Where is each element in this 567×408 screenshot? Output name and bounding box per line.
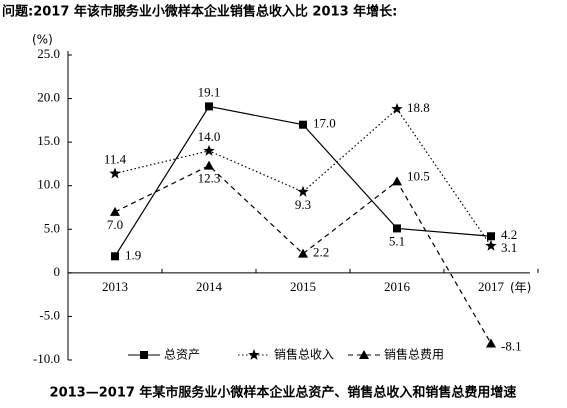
marker xyxy=(392,176,402,186)
data-label: -8.1 xyxy=(501,338,522,353)
marker xyxy=(486,338,496,348)
series-line xyxy=(114,105,492,257)
legend-marker xyxy=(359,350,369,359)
data-label: 9.3 xyxy=(295,197,311,212)
data-label: 19.1 xyxy=(198,84,221,99)
y-tick-label: 25.0 xyxy=(37,46,60,61)
data-label: 11.4 xyxy=(104,151,127,166)
marker xyxy=(485,239,497,251)
x-tick-label: 2017 xyxy=(478,279,505,294)
legend-marker xyxy=(140,351,148,359)
x-tick-label: 2014 xyxy=(196,279,223,294)
x-unit: (年) xyxy=(510,281,531,295)
data-label: 5.1 xyxy=(389,233,405,248)
marker xyxy=(299,120,307,129)
y-tick-label: 5.0 xyxy=(44,220,60,235)
marker xyxy=(204,160,214,170)
data-label: 18.8 xyxy=(407,100,430,115)
data-label: 3.1 xyxy=(501,240,517,255)
y-tick-label: 10.0 xyxy=(37,177,60,192)
data-label: 12.3 xyxy=(198,171,221,186)
y-tick-label: 20.0 xyxy=(37,90,60,105)
y-tick-label: -5.0 xyxy=(39,307,60,322)
marker xyxy=(393,224,401,233)
marker xyxy=(391,103,403,114)
marker xyxy=(109,167,121,179)
x-tick-label: 2015 xyxy=(290,279,316,294)
marker xyxy=(111,252,119,261)
data-label: 1.9 xyxy=(125,247,141,262)
marker xyxy=(298,248,308,258)
legend-label: 销售总费用 xyxy=(384,347,444,362)
y-tick-label: -10.0 xyxy=(33,351,60,366)
legend-label: 销售总收入 xyxy=(274,347,334,362)
marker xyxy=(203,144,215,156)
marker xyxy=(205,102,213,111)
data-label: 14.0 xyxy=(198,129,221,144)
y-tick-label: 0 xyxy=(54,264,61,279)
y-unit: (%) xyxy=(32,33,53,47)
data-label: 10.5 xyxy=(407,168,430,183)
marker xyxy=(110,206,120,216)
caption: 2013—2017 年某市服务业小微样本企业总资产、销售总收入和销售总费用增速 xyxy=(50,385,517,401)
data-label: 7.0 xyxy=(107,217,123,232)
marker xyxy=(297,185,309,197)
data-label: 2.2 xyxy=(313,245,329,260)
x-tick-label: 2013 xyxy=(102,279,128,294)
legend-marker xyxy=(248,349,260,360)
series-line xyxy=(114,108,492,247)
series-line xyxy=(114,164,492,344)
marker xyxy=(487,232,495,241)
x-tick-label: 2016 xyxy=(384,279,411,294)
legend-label: 总资产 xyxy=(164,348,200,362)
data-label: 17.0 xyxy=(313,116,336,131)
question: 问题:2017 年该市服务业小微样本企业销售总收入比 2013 年增长: xyxy=(2,4,397,20)
data-label: 4.2 xyxy=(501,227,517,242)
y-tick-label: 15.0 xyxy=(37,133,60,148)
